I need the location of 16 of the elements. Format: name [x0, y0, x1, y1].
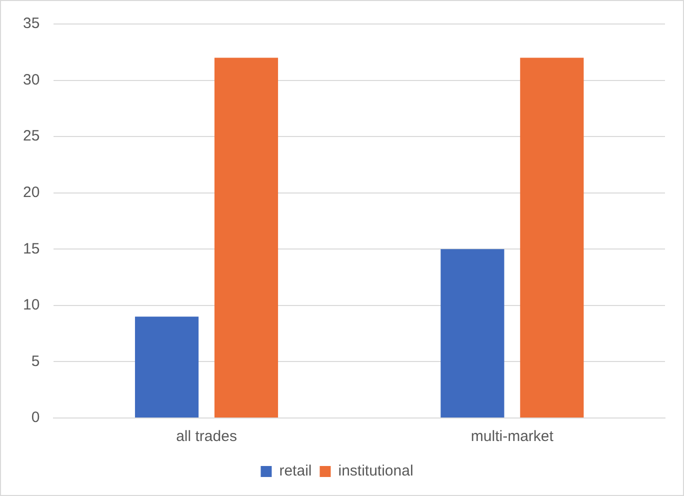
bar — [214, 58, 278, 418]
y-tick-label: 0 — [31, 409, 40, 426]
y-tick-label: 35 — [22, 15, 40, 32]
y-tick-label: 20 — [22, 184, 40, 201]
y-tick-label: 15 — [22, 240, 40, 258]
y-tick-label: 25 — [22, 128, 40, 145]
legend-label: retail — [279, 462, 312, 480]
bar — [440, 249, 504, 418]
x-tick-label: all trades — [176, 428, 237, 446]
legend-label: institutional — [338, 462, 414, 480]
bar — [134, 316, 199, 418]
y-tick-label: 10 — [22, 296, 40, 314]
bar — [520, 58, 584, 418]
y-tick-label: 5 — [31, 352, 40, 370]
x-tick-label: multi-market — [470, 428, 554, 446]
y-tick-label: 30 — [22, 71, 40, 88]
